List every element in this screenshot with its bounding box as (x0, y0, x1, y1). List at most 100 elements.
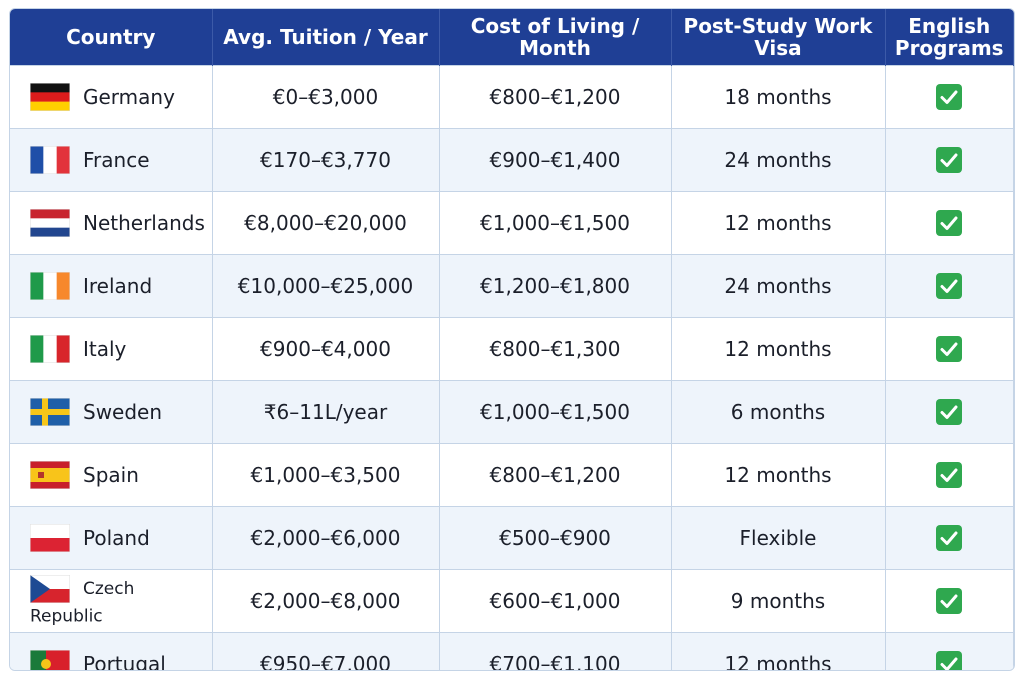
check-icon (936, 336, 963, 363)
check-icon (936, 525, 963, 552)
flag-part (30, 335, 44, 363)
table-row: Portugal €950–€7,000 €700–€1,100 12 months (10, 632, 1014, 671)
table-body: Germany €0–€3,000 €800–€1,200 18 months Fran… (10, 65, 1014, 671)
english-cell (885, 65, 1014, 129)
check-icon (936, 651, 963, 670)
check-mark (940, 468, 958, 483)
flag-icon (30, 209, 70, 238)
check-mark (940, 90, 958, 105)
table-row: Spain €1,000–€3,500 €800–€1,200 12 months (10, 443, 1014, 507)
data-cell: €950–€7,000 (212, 632, 440, 670)
data-cell: €2,000–€8,000 (212, 569, 440, 633)
country-cell: Poland (10, 506, 213, 570)
data-cell: €1,000–€1,500 (439, 191, 672, 255)
data-cell: €600–€1,000 (439, 569, 672, 633)
country-name: Portugal (83, 652, 166, 671)
flag-part (43, 335, 57, 363)
column-header: English Programs (885, 9, 1014, 66)
check-box (936, 399, 963, 426)
country-name: Sweden (83, 400, 163, 424)
data-cell: 12 months (671, 317, 886, 381)
data-cell: 18 months (671, 65, 886, 129)
data-cell: 9 months (671, 569, 886, 633)
column-header: Cost of Living / Month (439, 9, 672, 66)
data-cell: €700–€1,100 (439, 632, 672, 670)
check-icon (936, 399, 963, 426)
check-box (936, 336, 963, 363)
flag-icon (30, 461, 70, 489)
data-cell: €2,000–€6,000 (212, 506, 440, 570)
data-cell: 12 months (671, 443, 886, 507)
data-cell: €900–€4,000 (212, 317, 440, 381)
country-name: Spain (83, 463, 139, 487)
data-cell: €800–€1,300 (439, 317, 672, 381)
flag-border (30, 461, 70, 489)
table-row: Netherlands €8,000–€20,000 €1,000–€1,500 12… (10, 191, 1014, 255)
flag-icon (30, 146, 71, 174)
data-cell: €800–€1,200 (439, 65, 672, 129)
flag-icon (30, 398, 70, 426)
country-cell: Spain (10, 443, 213, 507)
flag-border (30, 398, 70, 426)
country-name: Netherlands (83, 211, 205, 235)
check-mark (940, 531, 958, 546)
flag-part (30, 272, 44, 300)
flag-part (30, 146, 44, 174)
flag-part (30, 83, 70, 93)
country-name: France (83, 148, 150, 172)
flag-part (30, 538, 70, 552)
flag-border (30, 272, 70, 300)
flag-part (56, 272, 71, 300)
data-cell: Flexible (671, 506, 886, 570)
flag-part (30, 209, 70, 219)
check-icon (936, 147, 963, 174)
country-cell: Czech Republic (10, 569, 213, 633)
check-mark (940, 657, 958, 670)
english-cell (885, 317, 1014, 381)
flag-icon (30, 650, 70, 670)
country-cell: France (10, 128, 213, 192)
country-name: Poland (83, 526, 150, 550)
country-name: Germany (83, 85, 175, 109)
flag-part (43, 146, 57, 174)
table-row: France €170–€3,770 €900–€1,400 24 months (10, 128, 1014, 192)
data-cell: €800–€1,200 (439, 443, 672, 507)
flag-part (56, 335, 71, 363)
comparison-table: Country Avg. Tuition / Year Cost of Living… (10, 9, 1014, 671)
check-box (936, 462, 963, 489)
data-cell: €500–€900 (439, 506, 672, 570)
table-container: Country Avg. Tuition / Year Cost of Living… (9, 8, 1015, 671)
flag-part (30, 524, 70, 538)
data-cell: €1,000–€1,500 (439, 380, 672, 444)
country-name: Ireland (83, 274, 153, 298)
flag-border (30, 209, 70, 237)
check-icon (936, 273, 963, 300)
check-box (936, 525, 963, 552)
english-cell (885, 632, 1014, 670)
flag-border (30, 335, 70, 363)
table-row: Sweden ₹6–11L/year €1,000–€1,500 6 months (10, 380, 1014, 444)
check-mark (940, 216, 958, 231)
english-cell (885, 443, 1014, 507)
column-header: Post-Study Work Visa (671, 9, 886, 66)
table-row: Germany €0–€3,000 €800–€1,200 18 months (10, 65, 1014, 129)
check-mark (940, 342, 958, 357)
check-mark (940, 594, 958, 609)
column-header: Country (10, 9, 213, 66)
check-mark (940, 279, 958, 294)
data-cell: 24 months (671, 128, 886, 192)
flag-part (30, 575, 50, 603)
flag-part (30, 409, 70, 415)
country-cell: Sweden (10, 380, 213, 444)
country-cell: Italy (10, 317, 213, 381)
check-icon (936, 462, 963, 489)
flag-border (30, 146, 70, 174)
flag-icon (30, 272, 71, 300)
check-box (936, 84, 963, 111)
data-cell: €0–€3,000 (212, 65, 440, 129)
flag-icon (30, 575, 70, 603)
flag-icon (30, 335, 71, 363)
flag-part (41, 659, 51, 669)
country-cell: Portugal (10, 632, 213, 671)
